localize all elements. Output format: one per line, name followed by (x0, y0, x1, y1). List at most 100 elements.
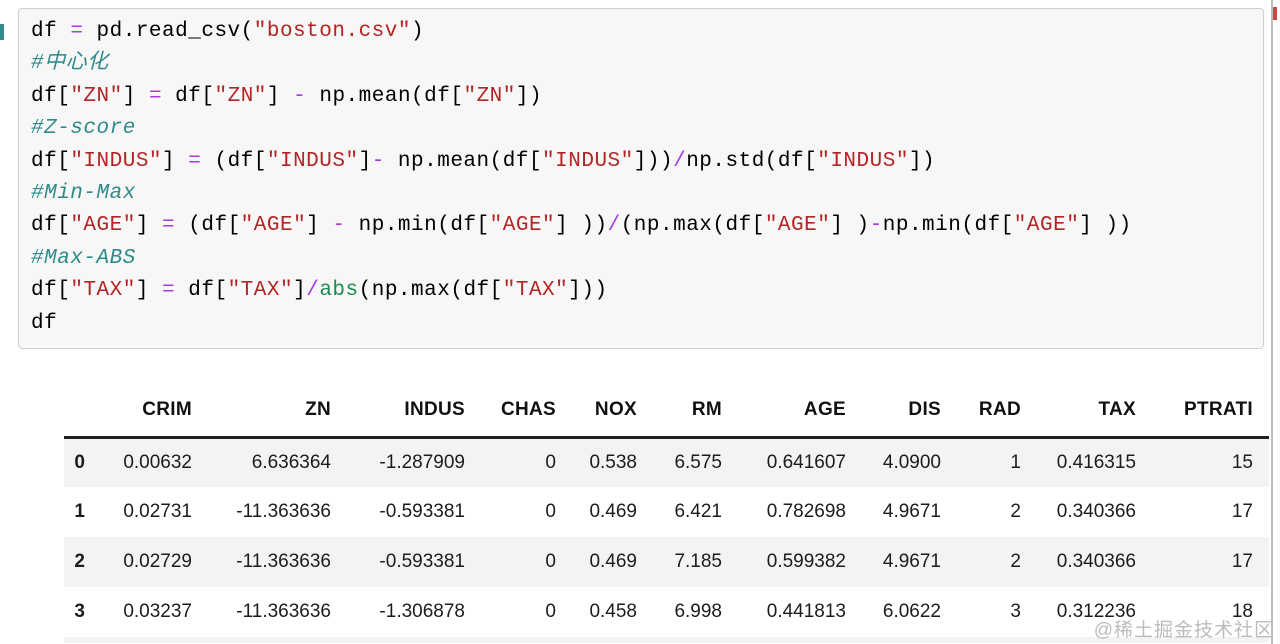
code-token: "AGE" (489, 214, 556, 238)
page-right-border (1271, 0, 1273, 644)
row-index: 2 (74, 551, 85, 572)
code-token: = (188, 149, 202, 173)
code-token: ] (266, 84, 294, 108)
table-cell: 0 (545, 451, 556, 473)
code-token: ]) (908, 149, 936, 173)
code-token: "ZN" (70, 84, 123, 108)
table-cell: 2 (1010, 551, 1021, 572)
code-token: ] (122, 84, 149, 108)
code-token: / (673, 149, 687, 173)
table-cell: -0.593381 (379, 551, 465, 572)
dataframe-table: CRIM ZN INDUS CHAS NOX RM AGE DIS RAD TAX PTRATI 0… (64, 385, 1269, 643)
code-token: #中心化 (31, 52, 109, 76)
table-cell: 0.441813 (766, 601, 846, 622)
table-cell: 2 (1010, 501, 1021, 522)
column-header-tax: TAX (1021, 385, 1136, 439)
code-token: ] ) (830, 214, 870, 238)
column-header-rm: RM (637, 385, 722, 439)
table-cell (1253, 437, 1269, 487)
code-token: (np.max(df[ (620, 214, 765, 238)
table-cell: 0.782698 (766, 501, 846, 522)
code-token: df[ (175, 279, 228, 303)
row-index: 3 (74, 601, 85, 622)
table-cell: 18 (1231, 601, 1253, 622)
code-token: "AGE" (70, 214, 136, 238)
code-token: ])) (568, 279, 608, 303)
code-token: / (607, 214, 621, 238)
code-token: ] )) (555, 214, 608, 238)
table-row-clipped (64, 637, 1269, 643)
code-token: "INDUS" (542, 149, 634, 173)
table-cell: 7.185 (674, 551, 722, 572)
column-header-blank (64, 385, 85, 439)
table-cell: 4.9671 (882, 501, 941, 522)
code-token: df[ (31, 279, 71, 303)
table-cell: 6.421 (674, 501, 722, 522)
table-cell-clipped (192, 637, 331, 643)
table-cell: 6.575 (674, 451, 722, 473)
code-token: "boston.csv" (253, 20, 411, 43)
code-token: "AGE" (240, 214, 307, 238)
code-token: np.mean(df[ (384, 149, 543, 173)
code-token: ] (306, 214, 333, 238)
table-cell-clipped (722, 637, 846, 643)
code-editor[interactable]: df = pd.read_csv("boston.csv") #中心化 df["ZN… (31, 16, 1251, 340)
code-token: "TAX" (227, 279, 294, 303)
code-token: "INDUS" (266, 149, 359, 173)
table-cell: -11.363636 (236, 601, 331, 622)
row-index: 0 (74, 451, 85, 473)
table-cell: 0.340366 (1056, 501, 1136, 522)
code-token: (df[ (201, 149, 267, 173)
code-token: ] (162, 149, 189, 173)
code-token: "TAX" (502, 279, 569, 303)
table-cell: 0.458 (589, 601, 637, 622)
code-token: df[ (31, 149, 71, 173)
table-cell: -11.363636 (236, 501, 331, 522)
column-header-age: AGE (722, 385, 846, 439)
code-cell[interactable]: df = pd.read_csv("boston.csv") #中心化 df["ZN… (18, 8, 1264, 349)
code-token: df (31, 311, 58, 335)
code-line: #中心化 (31, 48, 1251, 80)
table-cell-clipped (465, 637, 556, 643)
code-line: df (31, 308, 1251, 340)
table-cell: 0.340366 (1056, 551, 1136, 572)
table-cell: 4.9671 (882, 551, 941, 572)
table-header-row: CRIM ZN INDUS CHAS NOX RM AGE DIS RAD TAX PTRATI (64, 385, 1269, 439)
code-token: ] (293, 279, 307, 303)
table-cell: 15 (1231, 451, 1253, 473)
code-token: (np.max(df[ (358, 279, 503, 303)
code-token: ])) (633, 149, 674, 173)
code-token: df (31, 20, 71, 43)
table-body: 0 0.00632 6.636364 -1.287909 0 0.538 6.575 0.64… (64, 437, 1269, 643)
table-cell: 1 (1010, 451, 1021, 473)
code-token: "AGE" (764, 214, 831, 238)
row-index: 1 (74, 501, 85, 522)
table-row: 3 0.03237 -11.363636 -1.306878 0 0.458 6.998 0.… (64, 587, 1269, 637)
table-cell: 0 (545, 551, 556, 572)
code-line: df["TAX"] = df["TAX"]/abs(np.max(df["TAX… (31, 275, 1251, 307)
table-row: 2 0.02729 -11.363636 -0.593381 0 0.469 7.185 0.… (64, 537, 1269, 587)
table-cell: 0.02729 (123, 551, 192, 572)
table-cell: 0.599382 (766, 551, 846, 572)
table-cell (1253, 537, 1269, 587)
column-header-rad: RAD (941, 385, 1021, 439)
table-row: 0 0.00632 6.636364 -1.287909 0 0.538 6.575 0.64… (64, 437, 1269, 487)
code-token: np.min(df[ (345, 214, 490, 238)
table-cell: 3 (1010, 601, 1021, 622)
table-cell-clipped (846, 637, 941, 643)
code-token: "INDUS" (70, 149, 163, 173)
code-token: (df[ (175, 214, 241, 238)
table-cell (1253, 487, 1269, 537)
code-token: np.std(df[ (686, 149, 818, 173)
table-cell: 0.469 (589, 551, 637, 572)
code-token: #Max-ABS (31, 246, 136, 270)
watermark: @稀土掘金技术社区 (1093, 620, 1274, 641)
code-token: = (162, 279, 176, 303)
table-cell: 17 (1231, 501, 1253, 522)
column-header-chas: CHAS (465, 385, 556, 439)
code-token: - (332, 214, 346, 238)
code-token: ] (135, 279, 163, 303)
code-token: ] (358, 149, 372, 173)
table-cell: 0.03237 (123, 601, 192, 622)
table-row: 1 0.02731 -11.363636 -0.593381 0 0.469 6.421 0.… (64, 487, 1269, 537)
